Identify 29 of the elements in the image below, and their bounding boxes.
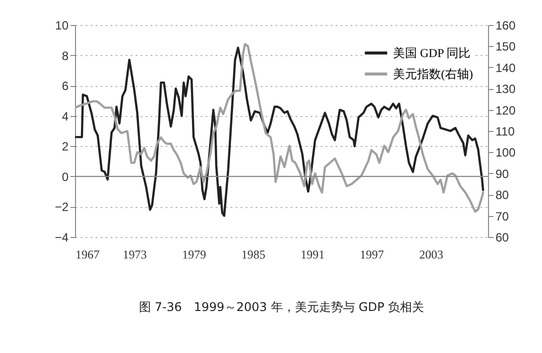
x-tick-label: 1991 <box>300 248 325 262</box>
x-tick-label: 1967 <box>76 248 100 262</box>
caption: 图 7-36 1999～2003 年，美元走势与 GDP 负相关 <box>138 300 424 314</box>
y-tick-label: 10 <box>55 18 69 32</box>
y-tick-label: 0 <box>62 170 69 184</box>
y-tick-label: −4 <box>54 230 69 244</box>
x-tick-label: 2003 <box>419 248 444 262</box>
y2-tick-label: 140 <box>496 60 516 75</box>
x-tick-label: 1973 <box>122 248 147 262</box>
y2-tick-label: 130 <box>496 82 516 96</box>
y2-tick-label: 100 <box>496 146 516 160</box>
x-tick-label: 1979 <box>182 248 206 262</box>
y-tick-label: 8 <box>62 48 69 63</box>
y2-tick-label: 80 <box>496 188 510 202</box>
y-tick-label: −2 <box>54 200 69 214</box>
y-tick-label: 6 <box>62 79 69 94</box>
legend-label: 美国 GDP 同比 <box>393 46 471 60</box>
y2-tick-label: 160 <box>496 18 516 32</box>
legend-label: 美元指数(右轴) <box>393 67 473 81</box>
y-tick-label: 4 <box>62 109 69 124</box>
y2-tick-label: 90 <box>496 166 510 181</box>
y2-tick-label: 70 <box>496 209 510 224</box>
x-tick-label: 1985 <box>241 248 266 262</box>
y2-tick-label: 60 <box>496 230 510 244</box>
y-tick-label: 2 <box>62 140 69 154</box>
y2-tick-label: 110 <box>496 124 515 138</box>
y2-tick-label: 150 <box>496 40 516 54</box>
y2-tick-label: 120 <box>496 103 516 118</box>
x-tick-label: 1997 <box>360 248 384 262</box>
